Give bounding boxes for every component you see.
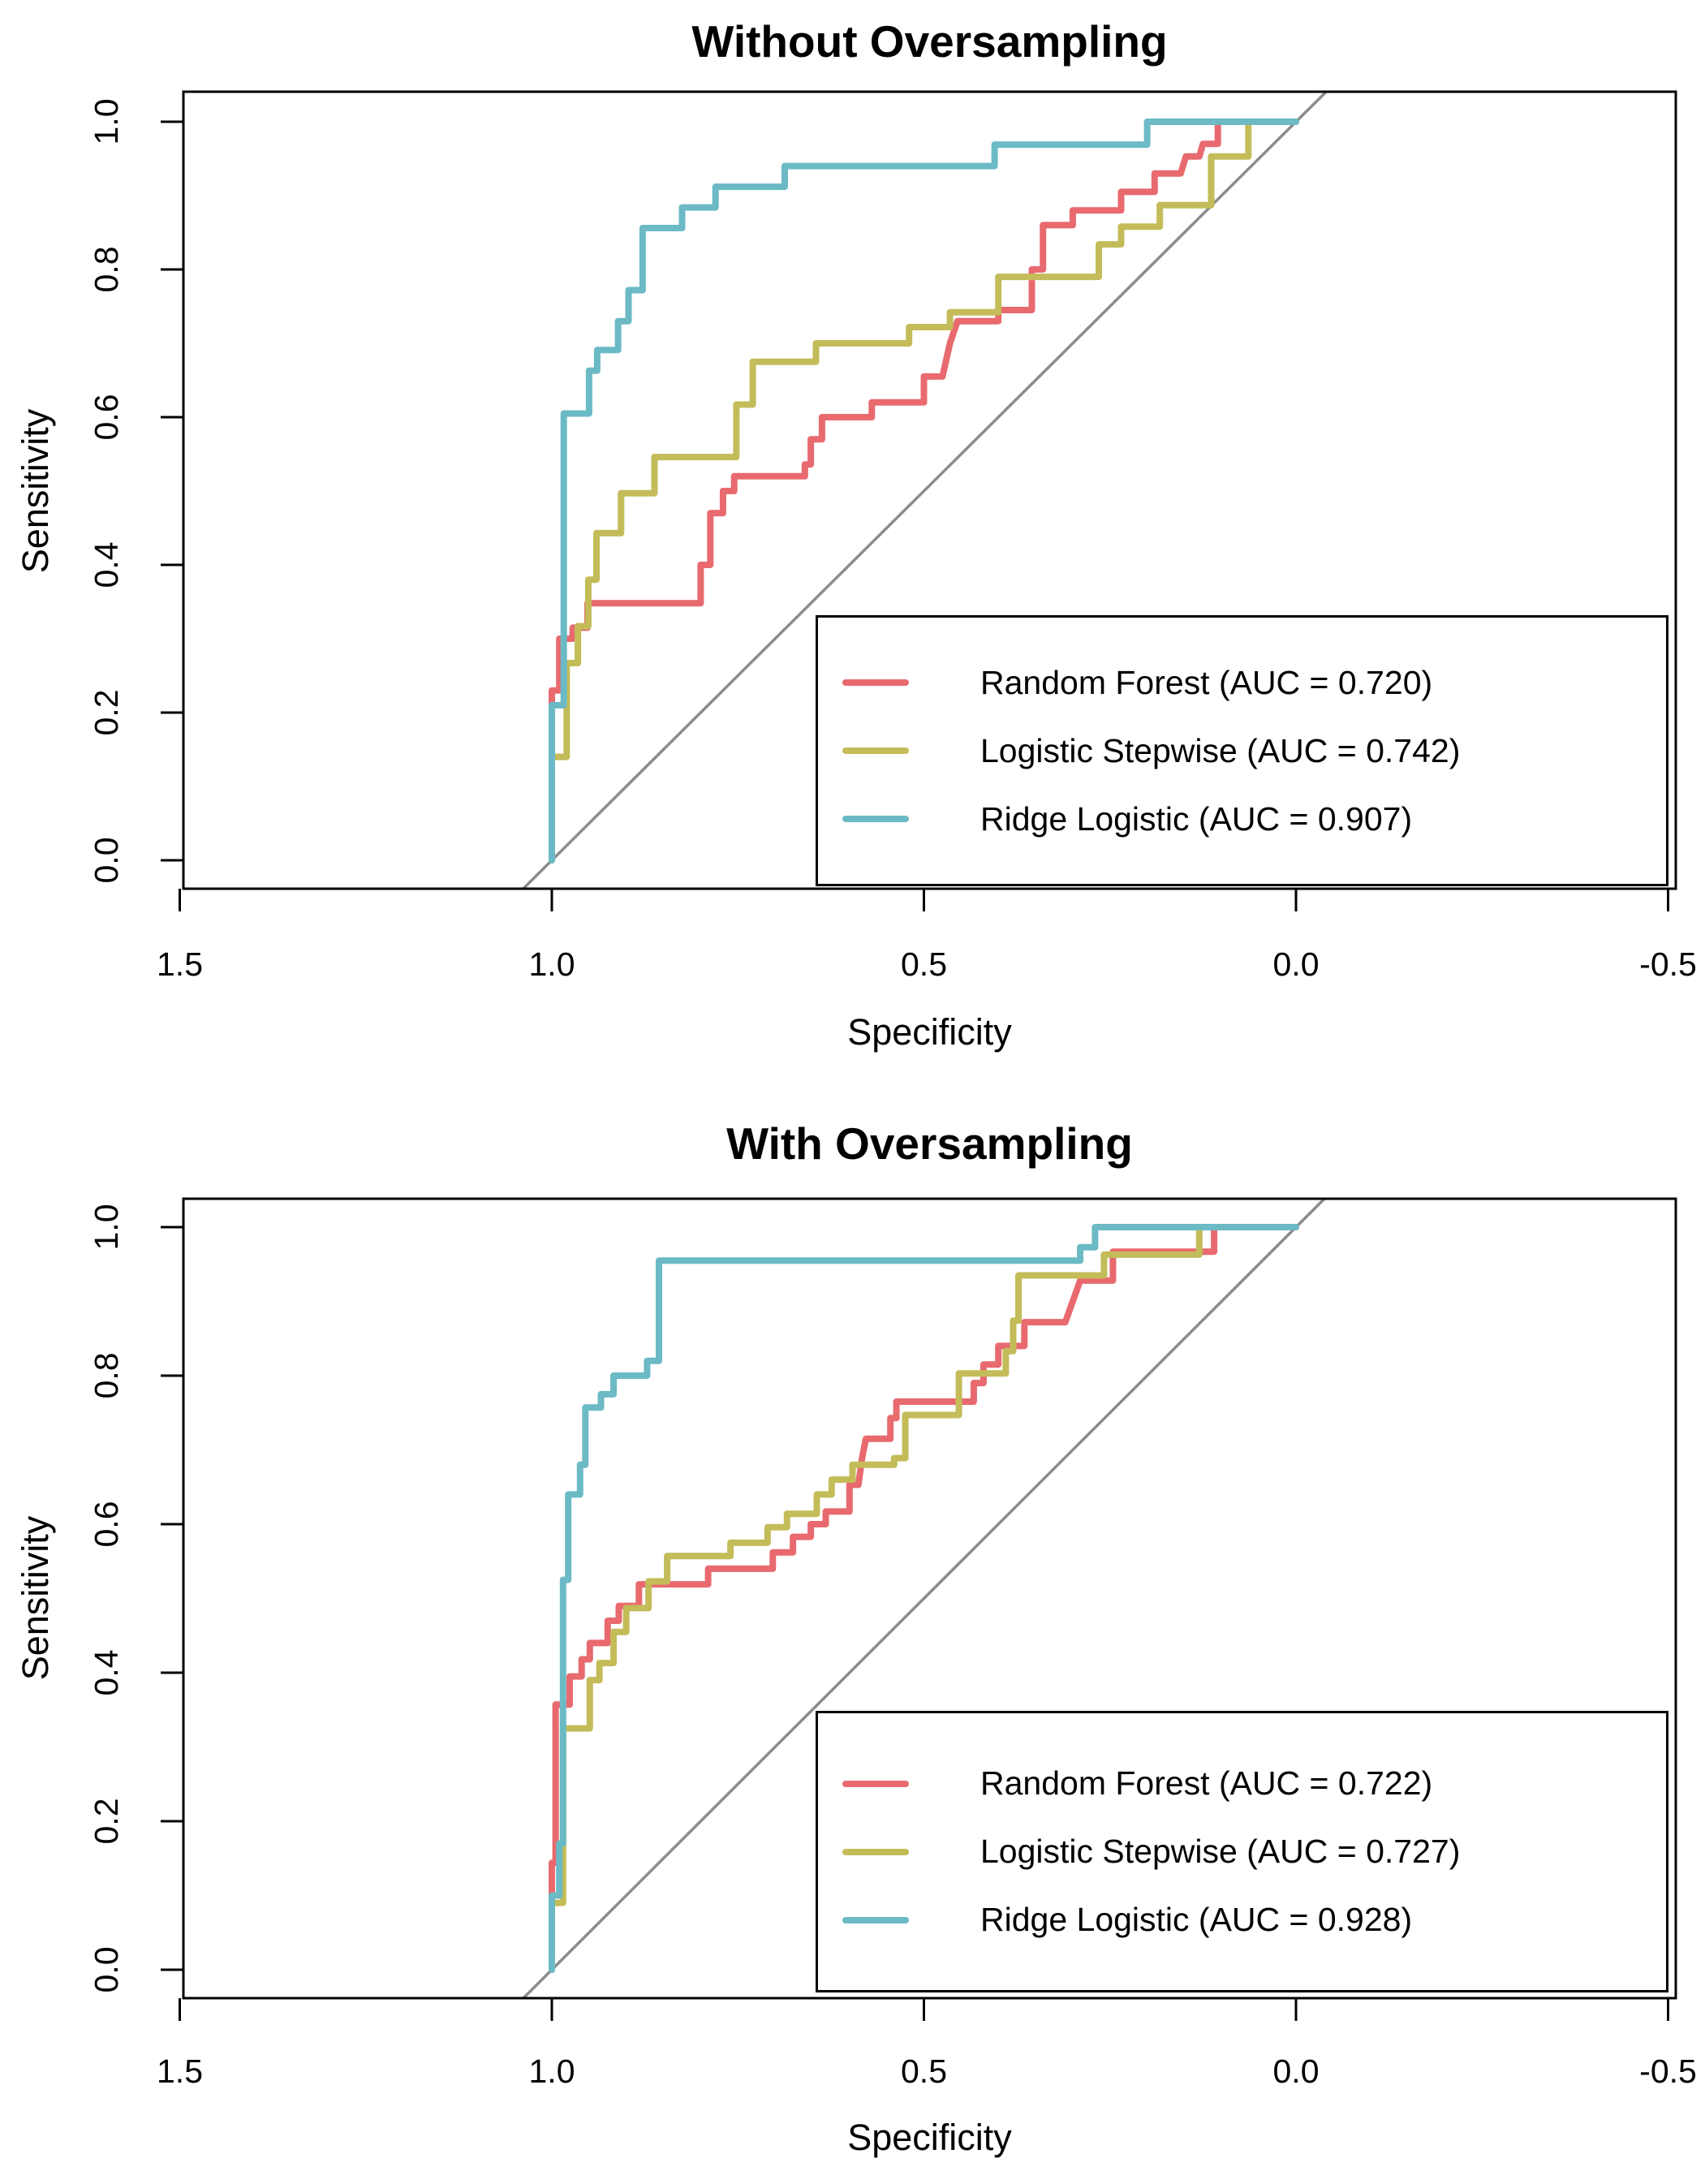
x-tick-label: 0.5 xyxy=(901,946,947,983)
legend-item: Logistic Stepwise (AUC = 0.742) xyxy=(818,732,1666,769)
chance-diagonal xyxy=(522,90,1328,890)
y-tick-label: 1.0 xyxy=(88,99,125,145)
legend-label: Logistic Stepwise (AUC = 0.727) xyxy=(980,1833,1461,1870)
y-tick-label: 1.0 xyxy=(88,1204,125,1251)
y-tick-label: 0.6 xyxy=(88,394,125,441)
roc-curve-random-forest xyxy=(549,118,1299,864)
legend-item: Ridge Logistic (AUC = 0.928) xyxy=(818,1901,1666,1939)
x-tick-label: 1.5 xyxy=(157,2053,203,2090)
y-tick-label: 0.2 xyxy=(88,1798,125,1845)
legend-label: Ridge Logistic (AUC = 0.907) xyxy=(980,799,1413,838)
y-tick-label: 0.2 xyxy=(88,690,125,736)
x-tick-label: -0.5 xyxy=(1639,946,1697,983)
y-tick-label: 0.6 xyxy=(88,1501,125,1548)
x-tick-label: -0.5 xyxy=(1639,2053,1697,2090)
legend-line-swatch xyxy=(842,679,909,686)
legend-label: Logistic Stepwise (AUC = 0.742) xyxy=(980,731,1461,769)
y-tick-label: 0.4 xyxy=(88,1650,125,1696)
x-tick-label: 0.0 xyxy=(1273,946,1320,983)
y-tick-label: 0.8 xyxy=(88,247,125,293)
plot-box xyxy=(182,1197,1677,2000)
y-tick-label: 0.4 xyxy=(88,542,125,588)
roc-curve-ridge-logistic xyxy=(549,1224,1299,1973)
legend-line-swatch xyxy=(842,1916,909,1923)
legend-label: Random Forest (AUC = 0.720) xyxy=(980,663,1433,701)
roc-chart-with-oversampling: 1.5 1.0 0.5 0.0 -0.5 0.0 0.2 0.4 0.6 0.8 1.0 xyxy=(88,1197,1697,2090)
legend-item: Random Forest (AUC = 0.720) xyxy=(818,664,1666,701)
legend-item: Logistic Stepwise (AUC = 0.727) xyxy=(818,1833,1666,1871)
legend-without-oversampling: Random Forest (AUC = 0.720) Logistic Ste… xyxy=(816,615,1668,886)
x-tick-label: 1.0 xyxy=(529,946,575,983)
legend-with-oversampling: Random Forest (AUC = 0.722) Logistic Ste… xyxy=(816,1711,1668,1992)
x-axis-label-bottom: Specificity xyxy=(847,2117,1012,2158)
x-tick-label: 0.0 xyxy=(1273,2053,1320,2090)
chance-diagonal xyxy=(522,1197,1326,2000)
x-tick-label: 1.0 xyxy=(529,2053,575,2090)
y-tick-label: 0.0 xyxy=(88,838,125,884)
legend-item: Ridge Logistic (AUC = 0.907) xyxy=(818,800,1666,838)
y-tick-label: 0.0 xyxy=(88,1947,125,1993)
y-axis-label-bottom: Sensitivity xyxy=(15,1515,56,1681)
roc-curve-logistic-stepwise xyxy=(549,118,1299,864)
legend-item: Random Forest (AUC = 0.722) xyxy=(818,1764,1666,1803)
legend-line-swatch xyxy=(842,1848,909,1855)
y-tick-label: 0.8 xyxy=(88,1353,125,1399)
plot-box xyxy=(182,90,1677,890)
roc-chart-without-oversampling: 1.5 1.0 0.5 0.0 -0.5 0.0 0.2 0.4 0.6 0.8 1.0 xyxy=(88,90,1697,983)
legend-line-swatch xyxy=(842,747,909,754)
legend-label: Ridge Logistic (AUC = 0.928) xyxy=(980,1901,1413,1938)
roc-curve-ridge-logistic xyxy=(549,118,1299,864)
legend-line-swatch xyxy=(842,1780,909,1787)
x-tick-label: 0.5 xyxy=(901,2053,947,2090)
x-axis-label-top: Specificity xyxy=(847,1011,1012,1053)
roc-curve-random-forest xyxy=(549,1224,1299,1973)
plot-title-with-oversampling: With Oversampling xyxy=(726,1118,1133,1169)
x-tick-label: 1.5 xyxy=(157,946,203,983)
plot-title-without-oversampling: Without Oversampling xyxy=(691,16,1168,67)
legend-line-swatch xyxy=(842,816,909,822)
y-axis-label-top: Sensitivity xyxy=(15,408,56,574)
roc-curve-logistic-stepwise xyxy=(549,1224,1299,1973)
legend-label: Random Forest (AUC = 0.722) xyxy=(980,1764,1433,1802)
